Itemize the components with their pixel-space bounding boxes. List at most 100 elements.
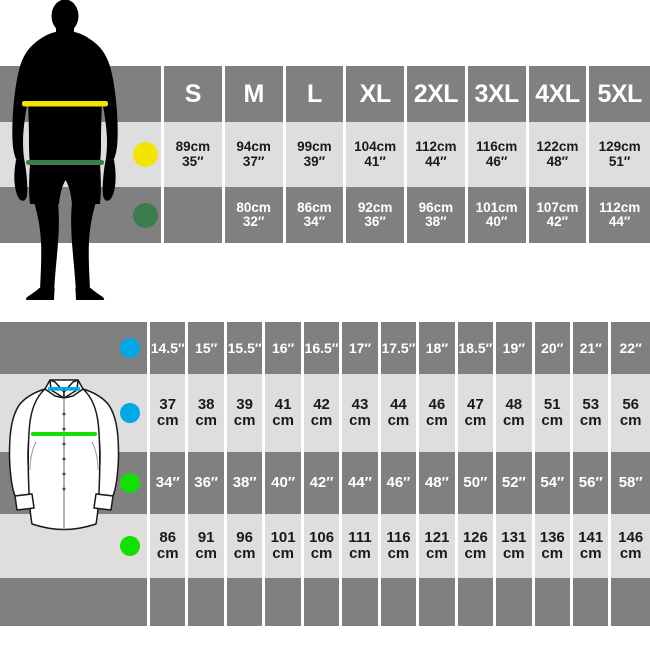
measure-cell: 51 cm — [534, 374, 573, 452]
green-dot-icon — [132, 202, 158, 228]
value-unit: cm — [349, 545, 371, 562]
collar-size-label: 20″ — [541, 339, 564, 356]
green-dot-icon — [120, 473, 140, 493]
footer-cell — [150, 578, 189, 626]
value-inch: 42″ — [546, 214, 569, 229]
measure-cell: 116 cm — [380, 514, 420, 578]
value-unit: cm — [579, 545, 602, 562]
collar-header-cell: 15″ — [188, 322, 227, 374]
measure-cell: 43 cm — [342, 374, 381, 452]
measure-cell: 141 cm — [572, 514, 612, 578]
measure-cell: 116cm 46″ — [467, 122, 529, 187]
value-number: 44″ — [348, 474, 372, 492]
size-label: L — [306, 79, 322, 108]
value-unit: cm — [310, 412, 333, 429]
marker-column-header — [113, 322, 150, 374]
value-number: 51 — [543, 396, 561, 414]
value-unit: cm — [426, 412, 448, 429]
measure-cell: 48 cm — [496, 374, 535, 452]
value-unit: cm — [272, 412, 294, 429]
value-inch: 34″ — [303, 214, 326, 229]
body-table-waist-row: 80cm 32″ 86cm 34″ 92cm 36″ 96cm 38″ 101cm 40″ 107c… — [0, 187, 650, 243]
value-unit: cm — [387, 412, 410, 429]
measure-cell: 107cm 42″ — [528, 187, 590, 243]
collar-header-cell: 21″ — [572, 322, 612, 374]
footer-cell — [303, 578, 343, 626]
shirt-table-header-row: 14.5″ 15″ 15.5″ 16″ 16.5″ 17″ 17.5″ 18″ 18.5″ 19″… — [0, 322, 650, 374]
measure-cell: 101cm 40″ — [467, 187, 529, 243]
value-number: 44 — [390, 396, 407, 414]
value-cm: 99cm — [297, 139, 332, 155]
value-number: 111 — [348, 529, 372, 547]
measure-cell: 146 cm — [611, 514, 650, 578]
measure-cell: 53 cm — [572, 374, 612, 452]
value-number: 43 — [351, 396, 369, 414]
value-number: 42″ — [309, 474, 334, 492]
value-cm: 129cm — [598, 139, 641, 155]
measure-cell: 44″ — [342, 452, 381, 514]
measure-cell: 47 cm — [457, 374, 497, 452]
measure-cell: 136 cm — [534, 514, 573, 578]
collar-header-cell: 17″ — [342, 322, 381, 374]
value-unit: cm — [464, 412, 487, 429]
measure-cell: 40″ — [265, 452, 304, 514]
marker-cell-collar-cm — [113, 374, 150, 452]
value-inch: 41″ — [364, 153, 386, 169]
measure-cell: 56″ — [572, 452, 612, 514]
measure-cell: 89cm 35″ — [164, 122, 225, 187]
value-unit: cm — [195, 545, 218, 562]
footer-cell — [534, 578, 573, 626]
measure-cell: 96 cm — [226, 514, 266, 578]
shirt-spacer — [0, 578, 113, 626]
measure-cell: 86cm 34″ — [285, 187, 347, 243]
marker-cell-chest — [129, 122, 164, 187]
shirt-chest-measure-line — [31, 432, 97, 436]
value-number: 47 — [467, 396, 484, 414]
value-number: 136 — [539, 529, 565, 547]
collar-size-label: 17.5″ — [381, 339, 416, 356]
value-cm: 80cm — [236, 199, 271, 215]
measure-cell: 129cm 51″ — [589, 122, 650, 187]
chest-measure-line — [22, 101, 108, 107]
value-number: 58″ — [618, 474, 643, 492]
measure-cell: 92cm 36″ — [346, 187, 407, 243]
measure-cell: 112cm 44″ — [589, 187, 650, 243]
value-inch: 38″ — [425, 214, 447, 229]
measure-cell: 36″ — [188, 452, 227, 514]
measure-cell: 56 cm — [611, 374, 650, 452]
measure-cell: 41 cm — [265, 374, 304, 452]
collar-measure-line — [48, 387, 80, 391]
marker-cell-chest-cm — [113, 514, 150, 578]
value-cm: 122cm — [536, 139, 579, 155]
collar-size-label: 18″ — [425, 339, 449, 356]
value-number: 126 — [462, 529, 488, 547]
value-number: 34″ — [155, 474, 180, 492]
measure-cell: 44 cm — [380, 374, 420, 452]
value-inch: 48″ — [546, 153, 569, 169]
measure-cell: 131 cm — [496, 514, 535, 578]
size-label: S — [184, 79, 202, 108]
value-unit: cm — [156, 545, 179, 562]
value-number: 50″ — [463, 474, 488, 492]
size-header-cell: M — [224, 66, 286, 122]
footer-cell — [226, 578, 266, 626]
measure-cell: 104cm 41″ — [346, 122, 407, 187]
collar-header-cell: 15.5″ — [226, 322, 266, 374]
value-inch: 44″ — [425, 153, 447, 169]
value-number: 37 — [159, 396, 177, 414]
value-unit: cm — [541, 412, 564, 429]
measure-cell: 48″ — [419, 452, 458, 514]
measure-cell: 99cm 39″ — [285, 122, 347, 187]
collar-header-cell: 20″ — [534, 322, 573, 374]
measure-cell: 46″ — [380, 452, 420, 514]
marker-column-footer — [113, 578, 150, 626]
footer-cell — [265, 578, 304, 626]
size-header-cell: XL — [346, 66, 407, 122]
size-label: 4XL — [535, 79, 580, 108]
collar-size-label: 17″ — [348, 339, 372, 356]
long-sleeve-shirt-outline — [4, 370, 124, 550]
value-number: 52″ — [501, 474, 526, 492]
value-number: 42 — [313, 396, 330, 414]
value-number: 86 — [159, 529, 177, 547]
measure-cell: 126 cm — [457, 514, 497, 578]
